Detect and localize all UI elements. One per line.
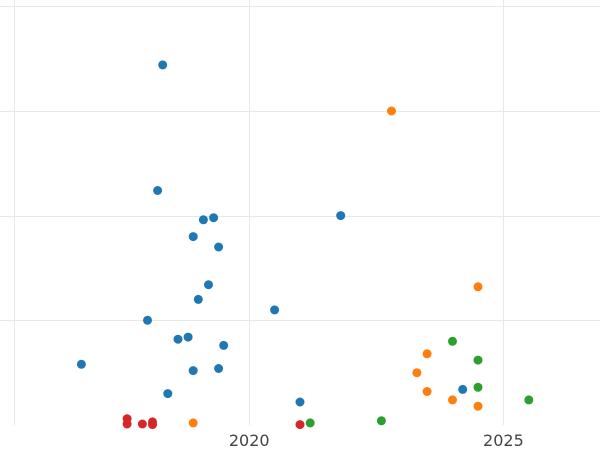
data-point [188,366,198,376]
data-point [193,294,203,304]
data-point [376,416,386,426]
data-point [448,336,457,346]
data-point [204,280,213,290]
data-point [163,389,173,399]
data-point [153,186,163,195]
data-point [305,418,315,428]
grid [0,0,600,425]
data-point [214,364,224,373]
data-point [295,397,305,407]
data-point [473,401,483,411]
data-point [143,315,152,325]
data-point [295,420,305,430]
data-point [458,384,468,394]
data-point [214,242,224,252]
data-point [524,395,534,405]
data-point [387,106,396,116]
data-point [122,419,132,429]
data-point [473,282,483,292]
x-tick-label-2020: 2020 [229,431,270,450]
data-point [137,419,147,429]
data-point [448,395,457,405]
data-point [209,213,219,223]
data-point [336,211,346,221]
data-point [173,334,183,344]
data-point [188,418,198,428]
x-axis: 2020 2025 [229,431,524,450]
data-point [148,420,157,430]
data-point [270,305,280,315]
data-point [473,382,483,392]
data-points [76,60,534,430]
data-point [473,355,483,365]
data-point [422,349,432,359]
data-point [412,368,422,378]
data-point [76,359,86,369]
data-point [188,232,198,242]
data-point [198,215,208,225]
data-point [158,60,168,70]
data-point [219,340,229,350]
data-point [183,332,193,342]
x-tick-label-2025: 2025 [483,431,524,450]
data-point [422,387,432,396]
